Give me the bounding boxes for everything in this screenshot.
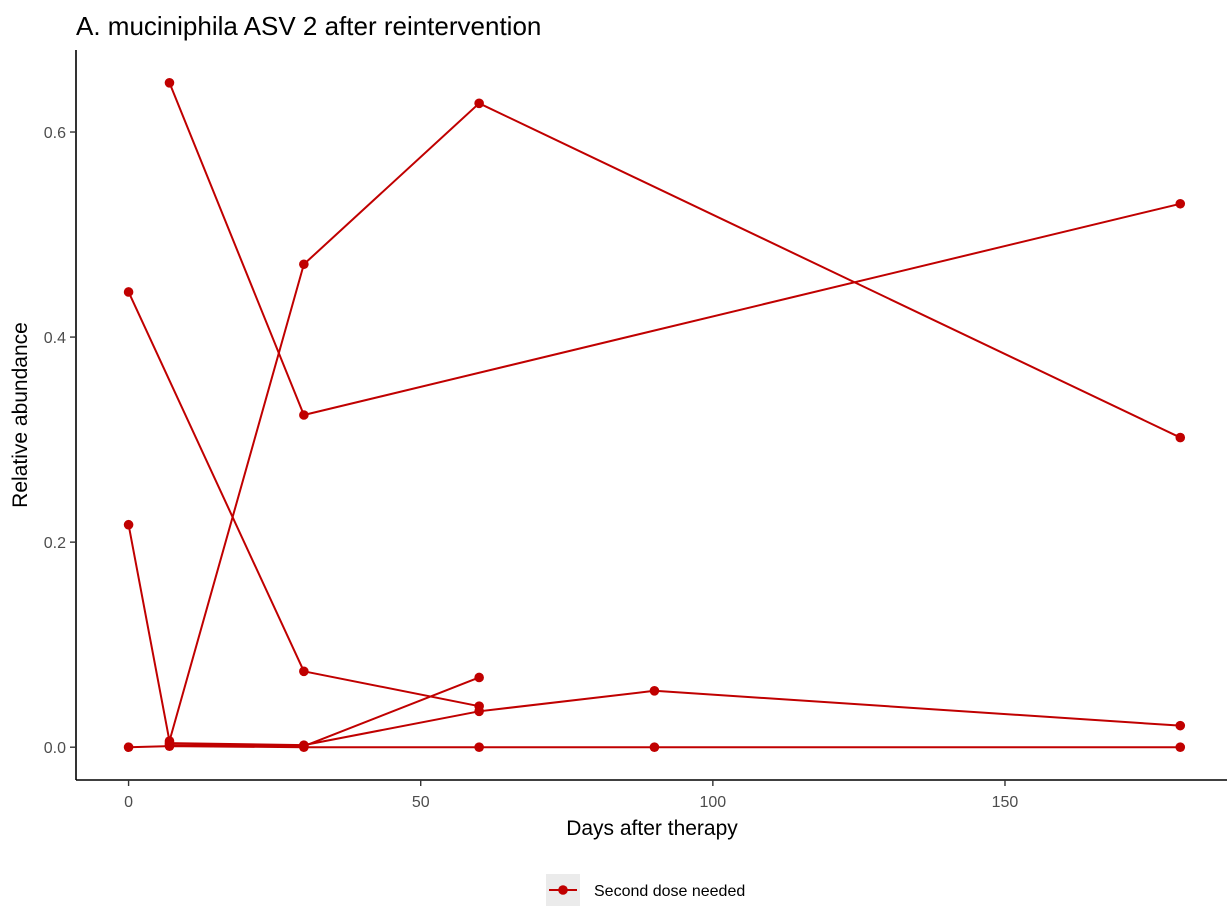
data-point xyxy=(649,686,660,696)
data-point xyxy=(1175,432,1186,443)
data-point xyxy=(474,672,484,683)
data-point xyxy=(1175,742,1186,752)
plot-marks xyxy=(123,78,1186,752)
data-point xyxy=(299,666,309,677)
y-axis-title: Relative abundance xyxy=(9,322,32,508)
chart-title: A. muciniphila ASV 2 after reinterventio… xyxy=(76,11,541,41)
data-point xyxy=(299,259,309,270)
legend: Second dose needed xyxy=(546,874,745,906)
series-line-2 xyxy=(127,291,480,708)
y-axis-ticks: 0.0 0.2 0.4 0.6 xyxy=(44,125,76,757)
y-tick-label: 0.0 xyxy=(44,740,66,757)
legend-key-point xyxy=(558,885,568,895)
series-line-5 xyxy=(169,676,480,748)
data-point xyxy=(474,742,484,752)
data-point xyxy=(474,98,484,109)
data-point xyxy=(1175,720,1186,731)
series-line-6 xyxy=(128,745,1181,749)
data-point xyxy=(299,742,309,752)
data-point xyxy=(164,78,175,88)
x-tick-label: 0 xyxy=(124,794,133,811)
data-point xyxy=(123,519,134,530)
data-point xyxy=(649,742,660,752)
x-tick-label: 150 xyxy=(992,794,1019,811)
series-line-4 xyxy=(169,689,1181,747)
data-point xyxy=(1175,198,1186,209)
series-line-3 xyxy=(127,102,1181,743)
x-axis-ticks: 0 50 100 150 xyxy=(124,780,1018,811)
x-axis-title: Days after therapy xyxy=(566,817,738,840)
x-tick-label: 100 xyxy=(699,794,726,811)
data-point xyxy=(474,706,484,717)
data-point xyxy=(164,741,175,751)
y-tick-label: 0.4 xyxy=(44,330,66,347)
data-point xyxy=(299,410,309,420)
data-point xyxy=(123,742,134,752)
y-tick-label: 0.6 xyxy=(44,125,66,142)
y-tick-label: 0.2 xyxy=(44,535,66,552)
x-tick-label: 50 xyxy=(412,794,430,811)
legend-label: Second dose needed xyxy=(594,883,745,900)
data-point xyxy=(123,287,134,297)
